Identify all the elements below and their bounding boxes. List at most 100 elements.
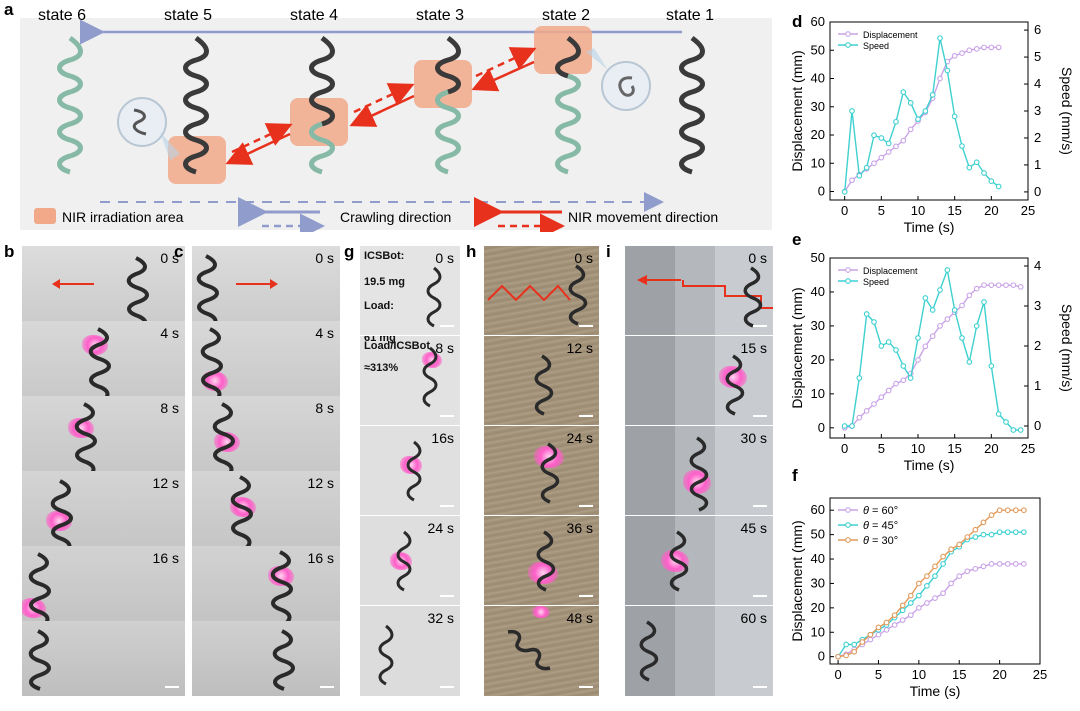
frame-i-1: 0 s [625,246,773,336]
data-point [995,183,1002,190]
chart-f: 0 5 10 15 20 25 0 10 20 30 40 50 60 Time (s) Displacem… [790,497,1047,699]
x-tick-label: 15 [952,667,966,682]
data-point [900,89,907,95]
data-point [915,335,921,341]
data-point [940,553,946,560]
data-point [878,135,885,141]
x-tick-label: 5 [878,203,885,218]
legend-label: Speed [863,41,889,51]
direction-arrow-left [52,279,94,289]
data-point [843,641,850,648]
photo-series-g: 0 s ICSBot: 19.5 mg Load: 8 s 61 mg Load… [360,246,460,697]
y-tick-label: 0 [818,184,825,199]
data-point [966,47,973,54]
magnifier-bubble-right [586,48,651,111]
y-tick-label: 50 [811,42,825,57]
data-point [940,561,946,567]
helix-state-2 [555,35,581,175]
data-point [883,619,890,626]
data-point [875,631,882,638]
helix-robot [270,550,293,628]
x-axis-label: Time (s) [910,683,961,699]
helix-robot [126,256,149,334]
x-axis-label: Time (s) [904,457,955,473]
data-point [893,118,899,125]
helix-robot [28,552,51,630]
data-point [1020,529,1027,536]
legend-swatch-marker [845,522,851,528]
legend-label: θ = 30° [863,535,898,547]
data-point [932,573,938,579]
data-point [1017,284,1024,290]
data-point [972,565,979,572]
data-point [891,622,898,628]
data-point [951,53,958,59]
nir-spot [46,511,72,531]
data-point [915,592,922,599]
panel-label-h: h [466,242,477,261]
helix-state-1 [679,35,705,175]
panel-label-b: b [4,242,15,261]
data-point [981,299,987,305]
data-point [841,189,848,195]
data-point [900,363,907,369]
scale-bar [753,325,767,327]
plot-frame [829,497,1041,665]
data-point [915,605,922,611]
frame-i-4: 45 s [625,516,773,606]
direction-arrow-right [236,279,278,289]
frame-i-2: 15 s [625,336,773,426]
data-point [973,323,980,329]
helix-robot [534,354,554,416]
data-point [891,612,898,619]
data-point [948,580,955,587]
helix-robot [212,402,235,480]
data-point [863,407,870,414]
time-label: 12 s [307,475,334,491]
scale-bar [165,686,179,688]
data-point [937,287,943,293]
data-point [851,641,858,648]
y-tick-label: 10 [811,386,825,401]
x-tick-label: 15 [947,203,961,218]
data-point [988,363,995,369]
data-point [885,339,892,345]
helix-robot [536,530,556,592]
y-tick-label: 30 [811,99,825,114]
legend-nir-move-label: NIR movement direction [568,209,718,225]
frame-i-3: 30 s [625,426,773,516]
data-point [996,529,1003,536]
photo-series-c: 0 s 4 s 8 s 12 s 16 s [192,246,340,697]
data-point [929,307,936,313]
data-point [856,172,863,179]
data-point [959,143,965,149]
time-label: 0 s [315,250,334,266]
state-1-label: state 1 [666,7,714,24]
legend-label: θ = 45° [863,520,898,532]
y-tick-label: 10 [811,624,825,639]
data-point [956,541,963,548]
y2-tick-label: 4 [1034,76,1041,91]
y2-tick-label: 1 [1034,157,1041,172]
scale-bar [579,595,593,597]
data-point [856,414,863,421]
x-tick-label: 5 [875,667,882,682]
data-point [1017,427,1024,433]
data-point [907,100,914,106]
y2-tick-label: 6 [1034,22,1041,37]
x-tick-label: 0 [841,441,848,456]
helix-robot [669,530,689,592]
data-point [843,652,850,659]
helix-robot [568,264,588,326]
data-point [900,137,907,144]
time-label: 48 s [566,610,593,626]
helix-robot [200,327,223,405]
helix-robot [540,442,560,504]
state-6-label: state 6 [38,7,86,24]
state-3-label: state 3 [416,7,464,24]
time-label: 16 s [307,550,334,566]
chart-e: 0 5 10 15 20 25 0 10 20 30 40 50 0 1 2 3 4 Speed (mm/s) Ti… [790,250,1075,473]
y2-tick-label: 3 [1034,298,1041,313]
data-point [878,154,885,161]
data-point [878,343,885,349]
